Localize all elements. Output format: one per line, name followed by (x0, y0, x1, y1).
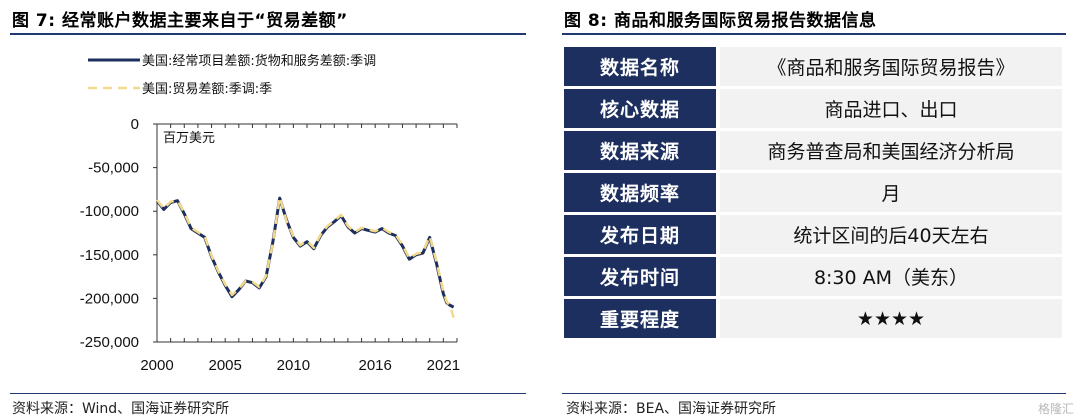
y-tick-label: -200,000 (80, 290, 139, 307)
unit-label: 百万美元 (163, 131, 215, 146)
x-tick-label: 2016 (358, 357, 391, 374)
data-info-table: 数据名称 《商品和服务国际贸易报告》 核心数据 商品进口、出口 数据来源 商务普查局和美国… (564, 44, 1062, 341)
left-panel: 图 7: 经常账户数据主要来自于“贸易差额” 0 -50,000 -100,000 -… (10, 11, 526, 417)
series-line-1 (155, 196, 455, 309)
info-value: 月 (716, 173, 1062, 212)
info-key: 数据来源 (564, 131, 716, 170)
info-value: ★★★★ (716, 299, 1062, 338)
info-row: 重要程度 ★★★★ (564, 299, 1062, 338)
info-value: 统计区间的后40天左右 (716, 215, 1062, 254)
x-tick-label: 2000 (140, 357, 173, 374)
figure-7-title: 图 7: 经常账户数据主要来自于“贸易差额” (12, 11, 348, 31)
legend-label-1: 美国:经常项目差额:货物和服务差额:季调 (142, 53, 376, 69)
x-tick-label: 2005 (208, 357, 241, 374)
info-row: 核心数据 商品进口、出口 (564, 89, 1062, 128)
info-row: 数据名称 《商品和服务国际贸易报告》 (564, 47, 1062, 86)
figure-8-source: 资料来源：BEA、国海证券研究所 (566, 401, 777, 417)
info-row: 数据来源 商务普查局和美国经济分析局 (564, 131, 1062, 170)
x-tick-label: 2010 (277, 357, 310, 374)
info-key: 数据频率 (564, 173, 716, 212)
figure-8-title: 图 8: 商品和服务国际贸易报告数据信息 (564, 11, 877, 31)
info-key: 数据名称 (564, 47, 716, 86)
title-rule (10, 33, 526, 35)
source-rule (10, 393, 526, 394)
info-row: 数据频率月 (564, 173, 1062, 212)
info-key: 发布时间 (564, 257, 716, 296)
info-key: 重要程度 (564, 299, 716, 338)
right-panel: 图 8: 商品和服务国际贸易报告数据信息 数据名称 《商品和服务国际贸易报告》 核心… (540, 0, 1080, 419)
y-tick-label: -250,000 (80, 334, 139, 351)
y-tick-label: 0 (131, 116, 139, 133)
y-tick-label: -50,000 (88, 160, 139, 177)
source-rule (562, 393, 1066, 394)
y-tick-label: -150,000 (80, 247, 139, 264)
info-key: 核心数据 (564, 89, 716, 128)
info-value: 《商品和服务国际贸易报告》 (716, 47, 1062, 86)
title-rule (562, 33, 1066, 35)
watermark-logo: 格隆汇 (1037, 402, 1074, 416)
info-value: 8:30 AM（美东） (716, 257, 1062, 296)
figure-7-source: 资料来源：Wind、国海证券研究所 (12, 401, 230, 417)
series-line-2 (156, 195, 455, 318)
y-tick-label: -100,000 (80, 203, 139, 220)
trade-balance-line-chart: 0 -50,000 -100,000 -150,000 -200,000 -250,000… (80, 53, 460, 374)
info-row: 发布日期 统计区间的后40天左右 (564, 215, 1062, 254)
info-value: 商品进口、出口 (716, 89, 1062, 128)
info-key: 发布日期 (564, 215, 716, 254)
info-value: 商务普查局和美国经济分析局 (716, 131, 1062, 170)
legend-label-2: 美国:贸易差额:季调:季 (142, 82, 272, 97)
info-row: 发布时间 8:30 AM（美东） (564, 257, 1062, 296)
x-tick-label: 2021 (427, 357, 460, 374)
